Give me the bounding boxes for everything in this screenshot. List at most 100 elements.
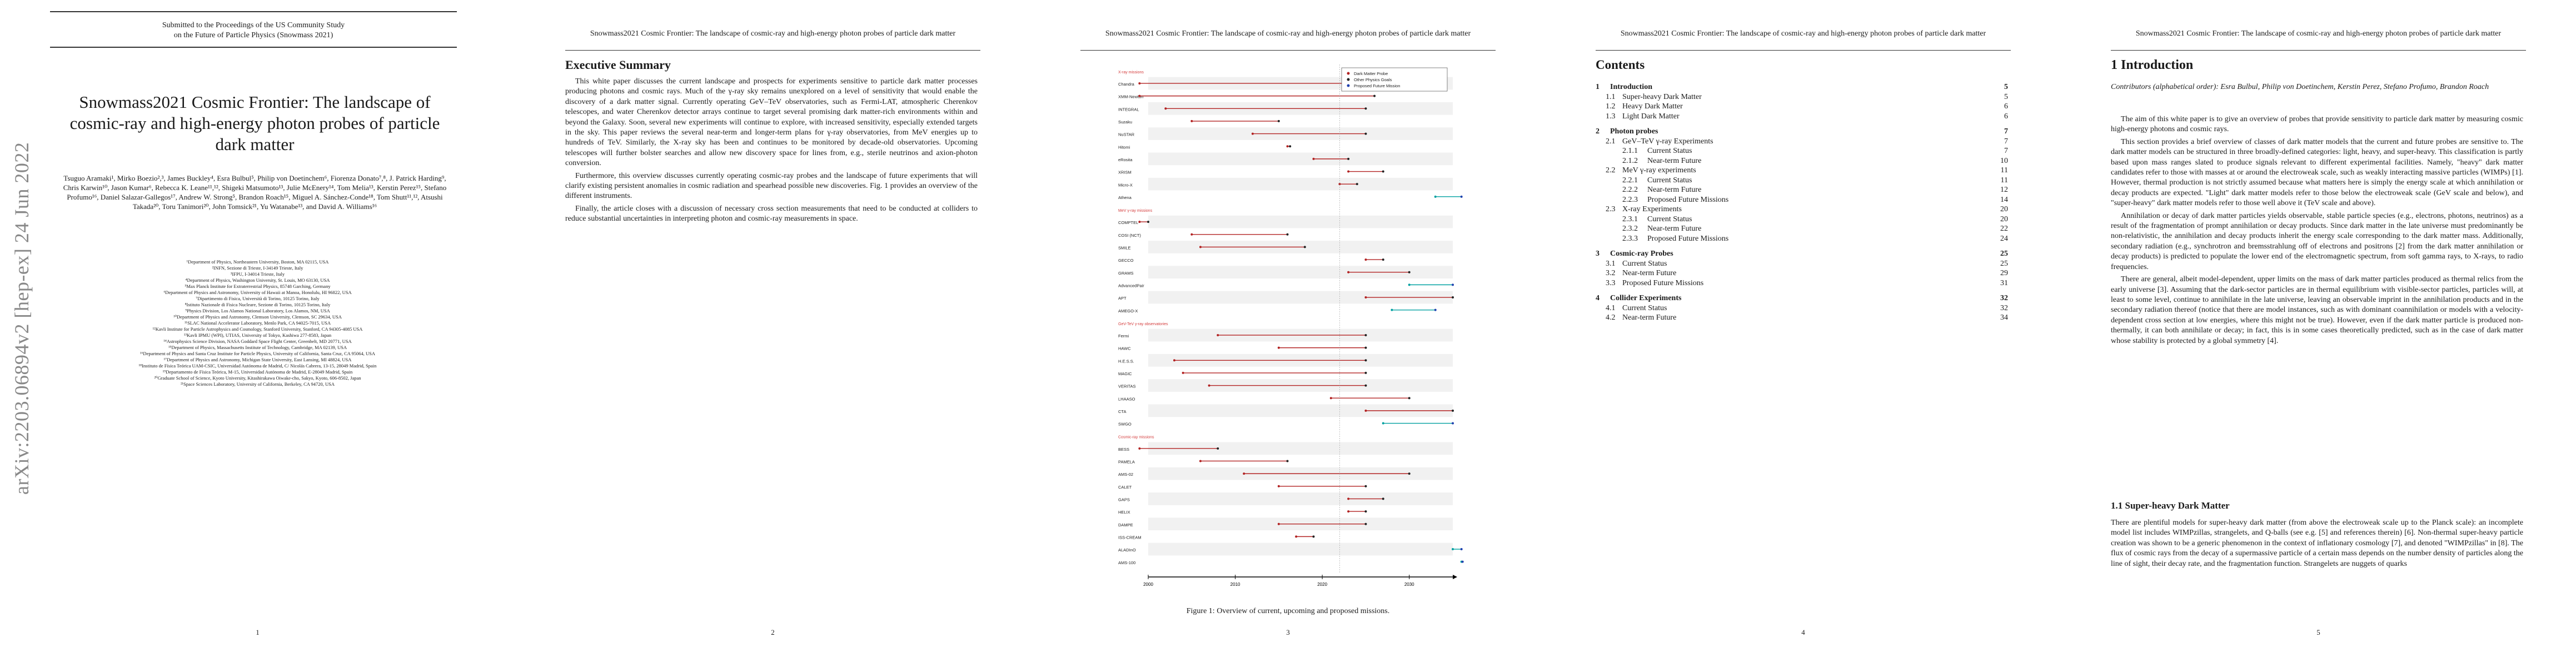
mission-end-marker bbox=[1408, 271, 1411, 273]
mission-label: Suzaku bbox=[1118, 120, 1132, 125]
mission-start-marker bbox=[1391, 308, 1393, 311]
mission-label: XMM-Newton bbox=[1118, 94, 1143, 99]
toc-entry[interactable]: 2.1 GeV–TeV γ-ray Experiments 7 bbox=[1596, 137, 2008, 147]
mission-start-marker bbox=[1347, 271, 1350, 273]
toc-label: Current Status bbox=[1647, 147, 1692, 155]
toc-entry[interactable]: 2.3.2 Near-term Future 22 bbox=[1596, 224, 2008, 234]
mission-label: eRosita bbox=[1118, 157, 1133, 162]
mission-end-marker bbox=[1286, 233, 1289, 236]
toc-number: 3.1 bbox=[1606, 259, 1616, 268]
running-head: Snowmass2021 Cosmic Frontier: The landsc… bbox=[590, 29, 956, 38]
toc-page: 7 bbox=[2004, 127, 2008, 136]
mission-end-marker bbox=[1364, 510, 1367, 513]
group-label: GeV-TeV γ-ray observatories bbox=[1118, 322, 1168, 326]
page-number: 3 bbox=[1286, 628, 1290, 636]
mission-end-marker bbox=[1408, 397, 1411, 400]
mission-start-marker bbox=[1364, 296, 1367, 299]
mission-label: AMEGO-X bbox=[1118, 308, 1138, 313]
row-stripe bbox=[1148, 442, 1453, 455]
mission-label: DAMPE bbox=[1118, 522, 1133, 527]
toc-number: 2.3.3 bbox=[1622, 234, 1638, 243]
mission-end-marker bbox=[1452, 422, 1454, 425]
toc-label: Proposed Future Missions bbox=[1647, 195, 1729, 204]
toc-number: 4.1 bbox=[1606, 303, 1616, 312]
toc-label: Current Status bbox=[1622, 303, 1667, 312]
toc-entry[interactable]: 4.1 Current Status 32 bbox=[1596, 303, 2008, 313]
mission-label: XRISM bbox=[1118, 170, 1132, 175]
introduction-heading: 1 Introduction bbox=[2111, 58, 2194, 72]
row-stripe bbox=[1148, 404, 1453, 417]
running-head-rule bbox=[1596, 50, 2011, 51]
mission-label: Micro-X bbox=[1118, 182, 1133, 187]
toc-entry[interactable]: 2.2.2 Near-term Future 12 bbox=[1596, 185, 2008, 195]
toc-page: 25 bbox=[2000, 259, 2008, 268]
contributors-note: Contributors (alphabetical order): Esra … bbox=[2111, 83, 2489, 91]
mission-end-marker bbox=[1364, 371, 1367, 374]
row-stripe bbox=[1148, 266, 1453, 279]
toc-entry[interactable]: 3 Cosmic-ray Probes 25 bbox=[1596, 249, 2008, 259]
toc-entry[interactable]: 3.3 Proposed Future Missions 31 bbox=[1596, 278, 2008, 288]
top-rule bbox=[50, 11, 457, 12]
toc-page: 24 bbox=[2000, 234, 2008, 243]
toc-entry[interactable]: 2 Photon probes 7 bbox=[1596, 127, 2008, 137]
row-stripe bbox=[1148, 492, 1453, 505]
toc-number: 2.1.1 bbox=[1622, 147, 1638, 155]
toc-number: 2.2.1 bbox=[1622, 176, 1638, 185]
toc-number: 1 bbox=[1596, 83, 1600, 91]
affiliation-line: ⁶Department of Physics and Astronomy, Un… bbox=[163, 290, 352, 295]
toc-label: Current Status bbox=[1647, 176, 1692, 185]
toc-entry[interactable]: 2.3.3 Proposed Future Missions 24 bbox=[1596, 234, 2008, 244]
toc-entry[interactable]: 2.1.1 Current Status 7 bbox=[1596, 146, 2008, 156]
toc-entry[interactable]: 1.1 Super-heavy Dark Matter 5 bbox=[1596, 92, 2008, 102]
mission-start-marker bbox=[1312, 157, 1315, 160]
mission-end-marker bbox=[1452, 296, 1454, 299]
mission-start-marker bbox=[1329, 397, 1332, 400]
mission-start-marker bbox=[1182, 371, 1184, 374]
toc-number: 2 bbox=[1596, 127, 1600, 136]
mission-end-marker bbox=[1364, 107, 1367, 110]
mission-label: SMILE bbox=[1118, 246, 1131, 251]
mission-label: BESS bbox=[1118, 447, 1129, 452]
toc-entry[interactable]: 2.2.3 Proposed Future Missions 14 bbox=[1596, 195, 2008, 205]
mission-end-marker bbox=[1147, 221, 1149, 223]
mission-label: Hitomi bbox=[1118, 145, 1130, 150]
affiliation-line: ¹⁵Department of Physics, Massachusetts I… bbox=[168, 345, 347, 350]
toc-entry[interactable]: 2.2.1 Current Status 11 bbox=[1596, 176, 2008, 186]
mission-start-marker bbox=[1243, 472, 1245, 475]
mission-start-marker bbox=[1138, 82, 1141, 84]
toc-entry[interactable]: 4.2 Near-term Future 34 bbox=[1596, 313, 2008, 323]
mission-label: Fermi bbox=[1118, 334, 1129, 339]
toc-number: 2.2.3 bbox=[1622, 195, 1638, 204]
toc-number: 3.3 bbox=[1606, 278, 1616, 287]
toc-entry[interactable]: 2.2 MeV γ-ray experiments 11 bbox=[1596, 166, 2008, 176]
affiliation-line: ²⁰Graduate School of Science, Kyoto Univ… bbox=[154, 375, 361, 381]
toc-number: 3.2 bbox=[1606, 269, 1616, 277]
table-of-contents: 1 Introduction 5 1.1 Super-heavy Dark Matter… bbox=[1596, 82, 2008, 323]
mission-label: HELIX bbox=[1118, 510, 1130, 515]
affiliation-list: ¹Department of Physics, Northeastern Uni… bbox=[83, 259, 432, 387]
toc-label: Proposed Future Missions bbox=[1647, 234, 1729, 243]
mission-start-marker bbox=[1138, 221, 1141, 223]
toc-entry[interactable]: 2.1.2 Near-term Future 10 bbox=[1596, 156, 2008, 166]
page-2: Snowmass2021 Cosmic Frontier: The landsc… bbox=[515, 0, 1030, 667]
toc-entry[interactable]: 3.2 Near-term Future 29 bbox=[1596, 268, 2008, 278]
affiliation-line: ¹⁷Department of Physics and Astronomy, M… bbox=[163, 357, 352, 362]
toc-entry[interactable]: 1.3 Light Dark Matter 6 bbox=[1596, 112, 2008, 122]
toc-label: Light Dark Matter bbox=[1622, 112, 1680, 121]
mission-label: INTEGRAL bbox=[1118, 107, 1139, 112]
toc-entry[interactable]: 3.1 Current Status 25 bbox=[1596, 259, 2008, 269]
toc-entry[interactable]: 1.2 Heavy Dark Matter 6 bbox=[1596, 102, 2008, 112]
mission-label: AMS-02 bbox=[1118, 472, 1133, 477]
toc-entry[interactable]: 4 Collider Experiments 32 bbox=[1596, 293, 2008, 303]
mission-start-marker bbox=[1138, 447, 1141, 450]
row-stripe bbox=[1148, 177, 1453, 191]
mission-end-marker bbox=[1303, 246, 1306, 248]
legend-box bbox=[1341, 67, 1448, 92]
legend-marker bbox=[1347, 72, 1350, 75]
paragraph: There are plentiful models for super-hea… bbox=[2111, 519, 2523, 568]
mission-end-marker bbox=[1460, 195, 1463, 198]
toc-entry[interactable]: 2.3.1 Current Status 20 bbox=[1596, 215, 2008, 225]
toc-entry[interactable]: 2.3 X-ray Experiments 20 bbox=[1596, 205, 2008, 215]
toc-number: 2.2 bbox=[1606, 166, 1616, 175]
toc-entry[interactable]: 1 Introduction 5 bbox=[1596, 82, 2008, 92]
